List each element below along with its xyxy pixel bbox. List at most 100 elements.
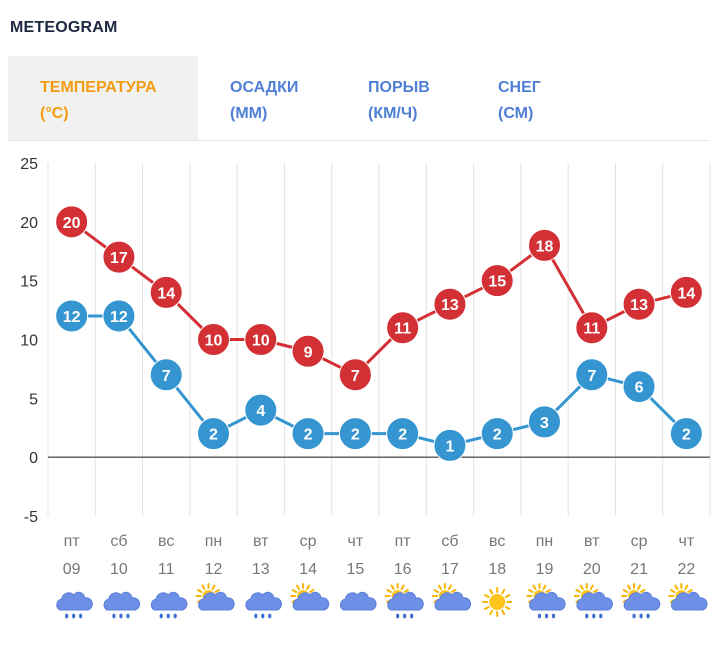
point-max xyxy=(197,323,230,356)
tab-temperature-unit: (°C) xyxy=(40,105,69,122)
weekday-label: ср xyxy=(631,533,648,550)
day-label: 18 xyxy=(488,561,506,578)
day-label: 11 xyxy=(158,561,175,578)
day-label: 20 xyxy=(583,561,601,578)
point-min xyxy=(669,417,703,451)
weekday-label: пн xyxy=(205,533,223,550)
data-label-max: 15 xyxy=(488,274,506,291)
day-label: 22 xyxy=(677,561,695,578)
y-tick-label: 5 xyxy=(29,391,38,408)
tab-bar: ТЕМПЕРАТУРА (°C) ОСАДКИ (ММ) ПОРЫВ (КМ/Ч… xyxy=(8,56,710,140)
y-tick-label: -5 xyxy=(24,509,38,526)
point-max xyxy=(528,228,561,262)
tab-temperature[interactable]: ТЕМПЕРАТУРА (°C) xyxy=(8,56,198,140)
point-max xyxy=(622,287,656,321)
point-max xyxy=(149,275,183,309)
point-min xyxy=(622,370,656,404)
data-label-max: 10 xyxy=(252,333,270,350)
partly-cloudy-icon xyxy=(290,583,330,611)
y-tick-label: 15 xyxy=(20,274,38,291)
cloud-icon xyxy=(340,591,377,611)
data-label-max: 20 xyxy=(63,215,81,232)
day-label: 17 xyxy=(441,561,459,578)
tab-gust[interactable]: ПОРЫВ (КМ/Ч) xyxy=(368,56,478,140)
data-label-min: 2 xyxy=(682,427,691,444)
data-label-min: 3 xyxy=(540,415,549,432)
point-max xyxy=(102,240,136,274)
point-min xyxy=(480,417,514,451)
point-min xyxy=(528,405,561,439)
sun-icon xyxy=(482,587,513,617)
day-label: 10 xyxy=(110,561,128,578)
data-label-min: 2 xyxy=(398,427,407,444)
day-label: 15 xyxy=(346,561,364,578)
sun-cloud-icon xyxy=(668,583,708,611)
data-label-max: 14 xyxy=(157,285,175,302)
data-label-min: 7 xyxy=(162,368,171,385)
point-min xyxy=(291,417,325,451)
weekday-label: ср xyxy=(300,533,317,550)
tab-snow[interactable]: СНЕГ (СМ) xyxy=(498,56,608,140)
point-min xyxy=(433,428,467,462)
data-label-min: 4 xyxy=(256,403,265,420)
point-max xyxy=(386,311,420,345)
point-max xyxy=(244,323,278,356)
sun-cloud-rain-icon xyxy=(384,583,424,619)
cloud-rain-icon xyxy=(150,591,188,619)
weekday-label: вс xyxy=(489,533,505,550)
tab-snow-unit: (СМ) xyxy=(498,105,534,122)
weekday-label: чт xyxy=(348,533,364,550)
data-label-max: 13 xyxy=(630,297,648,314)
data-label-min: 7 xyxy=(587,368,596,385)
y-tick-label: 0 xyxy=(29,450,38,467)
day-label: 16 xyxy=(394,561,412,578)
data-label-max: 11 xyxy=(583,321,600,338)
cloud-rain-icon xyxy=(245,591,282,619)
data-label-max: 18 xyxy=(536,238,554,255)
point-min xyxy=(244,393,278,427)
day-label: 12 xyxy=(205,561,223,578)
tab-temperature-label: ТЕМПЕРАТУРА xyxy=(40,79,157,96)
point-min xyxy=(575,358,609,392)
y-tick-label: 10 xyxy=(20,333,38,350)
y-tick-label: 25 xyxy=(20,156,38,173)
weekday-label: пн xyxy=(536,533,554,550)
point-max xyxy=(433,287,467,321)
day-label: 13 xyxy=(252,561,270,578)
data-label-max: 14 xyxy=(677,285,695,302)
tab-precipitation[interactable]: ОСАДКИ (ММ) xyxy=(230,56,340,140)
weekday-label: сб xyxy=(110,533,127,550)
day-label: 14 xyxy=(299,561,317,578)
page-title: METEOGRAM xyxy=(10,19,118,36)
point-min xyxy=(149,358,183,392)
weekday-label: чт xyxy=(679,533,695,550)
data-label-max: 7 xyxy=(351,368,360,385)
data-label-min: 12 xyxy=(110,309,128,326)
point-max xyxy=(55,205,89,239)
point-max xyxy=(669,275,703,309)
data-label-min: 2 xyxy=(493,427,502,444)
data-label-max: 11 xyxy=(394,321,411,338)
point-min xyxy=(338,417,372,451)
tab-precipitation-unit: (ММ) xyxy=(230,105,268,122)
y-tick-label: 20 xyxy=(20,215,38,232)
tab-gust-unit: (КМ/Ч) xyxy=(368,105,418,122)
point-max xyxy=(291,334,325,368)
point-max xyxy=(575,311,609,345)
sun-cloud-rain-icon xyxy=(526,583,566,619)
tab-divider xyxy=(8,140,710,141)
data-label-min: 2 xyxy=(209,427,218,444)
point-min xyxy=(55,299,89,333)
data-label-max: 17 xyxy=(110,250,128,267)
tab-snow-label: СНЕГ xyxy=(498,79,541,96)
data-label-max: 9 xyxy=(304,344,313,361)
data-label-max: 13 xyxy=(441,297,459,314)
point-min xyxy=(197,417,230,451)
day-label: 19 xyxy=(536,561,554,578)
weekday-label: вт xyxy=(584,533,600,550)
data-label-min: 6 xyxy=(635,380,644,397)
partly-cloudy-icon xyxy=(195,583,235,611)
weekday-label: пт xyxy=(64,533,81,550)
day-label: 21 xyxy=(630,561,648,578)
data-label-min: 2 xyxy=(304,427,313,444)
